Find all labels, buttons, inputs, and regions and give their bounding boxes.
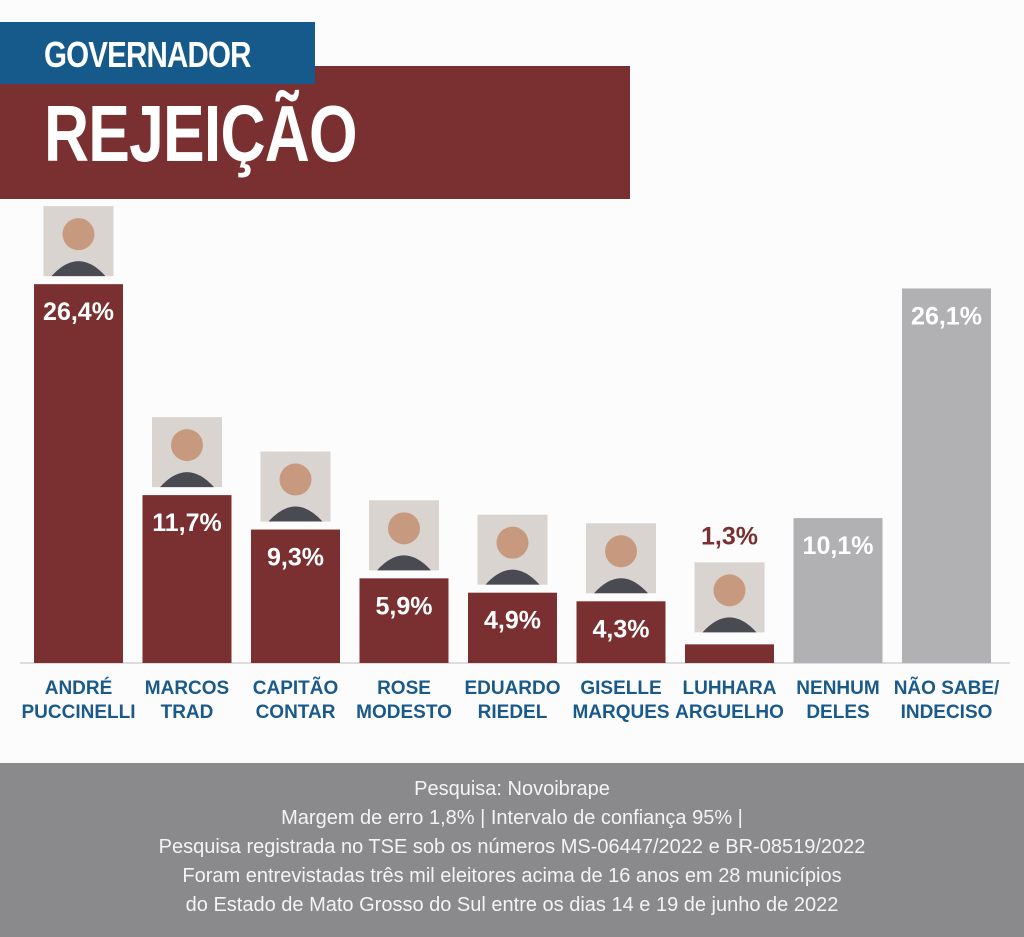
category-label-1-1: TRAD [161,702,214,723]
category-label-7-0: NENHUM [796,678,879,699]
footer-line-sample: Foram entrevistadas três mil eleitores a… [182,865,842,887]
candidate-photo-eduardo-riedel [477,514,548,585]
value-label-1: 11,7% [152,509,222,537]
category-label-8-1: INDECISO [901,702,993,723]
category-label-1-0: MARCOS [145,678,229,699]
bar-1 [142,495,232,663]
chart-title-band: REJEIÇÃO [0,66,630,199]
candidate-photo-marcos-trad [152,417,222,488]
bar-2 [251,529,340,663]
value-label-6: 1,3% [701,522,758,550]
category-label-4-0: EDUARDO [464,678,560,699]
value-label-2: 9,3% [267,544,324,572]
value-label-8: 26,1% [911,302,982,330]
category-label-4-1: RIEDEL [478,702,548,723]
candidate-photo-capitao-contar [260,451,331,522]
value-label-3: 5,9% [376,592,433,620]
category-label-0-1: PUCCINELLI [22,702,136,723]
category-label-6-0: LUHHARA [683,678,777,699]
category-text: GOVERNADOR [44,34,251,75]
category-label-2-1: CONTAR [256,702,336,723]
category-label-8-0: NÃO SABE/ [894,677,1000,699]
category-label-0-0: ANDRÉ [45,677,113,699]
candidate-photo-giselle-marques [586,523,656,594]
value-label-0: 26,4% [43,298,114,326]
category-label-3-1: MODESTO [356,702,452,723]
candidate-photo-rose-modesto [369,500,439,571]
bar-0 [34,284,123,663]
category-label-3-0: ROSE [377,678,431,699]
category-label-2-0: CAPITÃO [253,677,339,699]
bar-7 [793,518,883,663]
category-label-7-1: DELES [806,702,869,723]
footer-line-registration: Pesquisa registrada no TSE sob os número… [158,836,866,858]
bar-6 [685,644,774,663]
bar-4 [468,592,557,663]
footer-line-source: Pesquisa: Novoibrape [414,778,610,800]
category-label-5-0: GISELLE [580,678,661,699]
candidate-photo-luhhara-arguelho [694,562,765,633]
value-label-4: 4,9% [484,607,541,635]
bar-3 [359,578,449,663]
rejection-bar-chart: 26,4% ANDRÉ PUCCINELLI 11,7% MARCOS TRAD 9,3% C… [20,206,1010,723]
value-label-7: 10,1% [803,532,874,560]
footer-line-period: do Estado de Mato Grosso do Sul entre os… [185,894,839,916]
category-label-5-1: MARQUES [572,702,669,723]
survey-footer: Pesquisa: Novoibrape Margem de erro 1,8%… [0,763,1024,937]
value-label-5: 4,3% [593,615,650,643]
chart-title: REJEIÇÃO [44,89,358,178]
footer-line-margin: Margem de erro 1,8% | Intervalo de confi… [281,807,743,829]
bar-8 [902,288,991,663]
bar-5 [576,601,666,663]
category-label: GOVERNADOR [0,22,315,84]
category-label-6-1: ARGUELHO [675,702,784,723]
candidate-photo-andre-puccinelli [43,206,114,277]
